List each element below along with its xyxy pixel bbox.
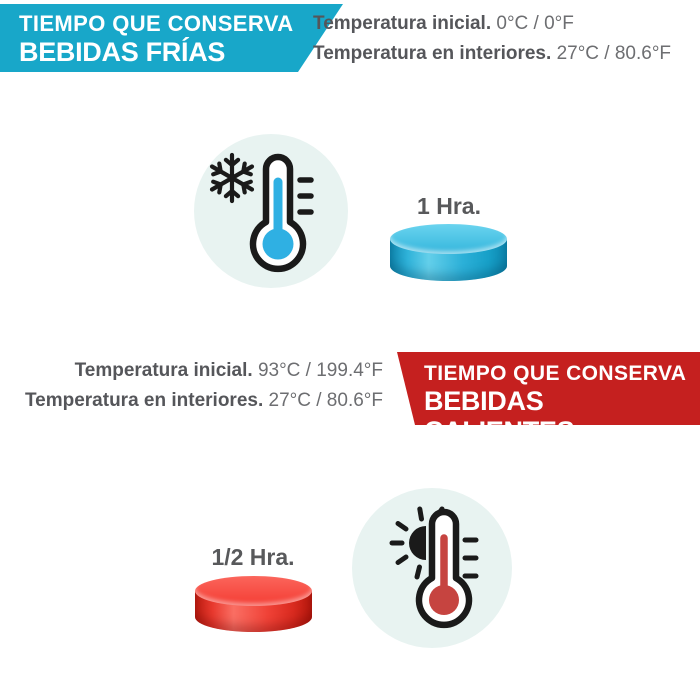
hot-interior-temp-label: Temperatura en interiores. [24, 390, 264, 411]
hot-interior-temp-line: Temperatura en interiores. 27°C / 80.6°F [0, 386, 383, 416]
cold-temperature-info: Temperatura inicial. 0°C / 0°F Temperatu… [313, 9, 671, 69]
sun-thermometer-icon [389, 506, 479, 629]
hot-icon-circle [352, 488, 512, 648]
hot-disc-top [195, 576, 312, 606]
cold-disc-top [390, 224, 507, 254]
cold-initial-temp-value: 0°C / 0°F [496, 13, 574, 34]
hot-initial-temp-value: 93°C / 199.4°F [257, 360, 383, 381]
cold-interior-temp-label: Temperatura en interiores. [313, 43, 552, 64]
hot-banner-line2: BEBIDAS CALIENTES [424, 386, 575, 446]
hot-duration-label: 1/2 Hra. [211, 544, 295, 570]
cold-drinks-banner: TIEMPO QUE CONSERVA BEBIDAS FRÍAS [0, 4, 343, 72]
hot-duration-disc [195, 576, 312, 632]
cold-banner-line2: BEBIDAS FRÍAS [19, 37, 226, 67]
snowflake-thermometer-icon [209, 152, 314, 273]
cold-duration-disc [390, 224, 507, 281]
cold-initial-temp-label: Temperatura inicial. [313, 13, 492, 34]
cold-initial-temp-line: Temperatura inicial. 0°C / 0°F [313, 9, 671, 39]
cold-interior-temp-value: 27°C / 80.6°F [556, 43, 672, 64]
cold-banner-line1: TIEMPO QUE CONSERVA [19, 11, 294, 36]
cold-duration-label: 1 Hra. [417, 193, 481, 219]
cold-icon-circle [194, 134, 348, 288]
hot-banner-line1: TIEMPO QUE CONSERVA [424, 362, 687, 385]
hot-initial-temp-label: Temperatura inicial. [74, 360, 253, 381]
hot-temperature-info: Temperatura inicial. 93°C / 199.4°F Temp… [0, 356, 383, 416]
hot-initial-temp-line: Temperatura inicial. 93°C / 199.4°F [0, 356, 383, 386]
cold-interior-temp-line: Temperatura en interiores. 27°C / 80.6°F [313, 39, 671, 69]
hot-drinks-banner: TIEMPO QUE CONSERVA BEBIDAS CALIENTES [397, 352, 700, 425]
hot-interior-temp-value: 27°C / 80.6°F [268, 390, 383, 411]
